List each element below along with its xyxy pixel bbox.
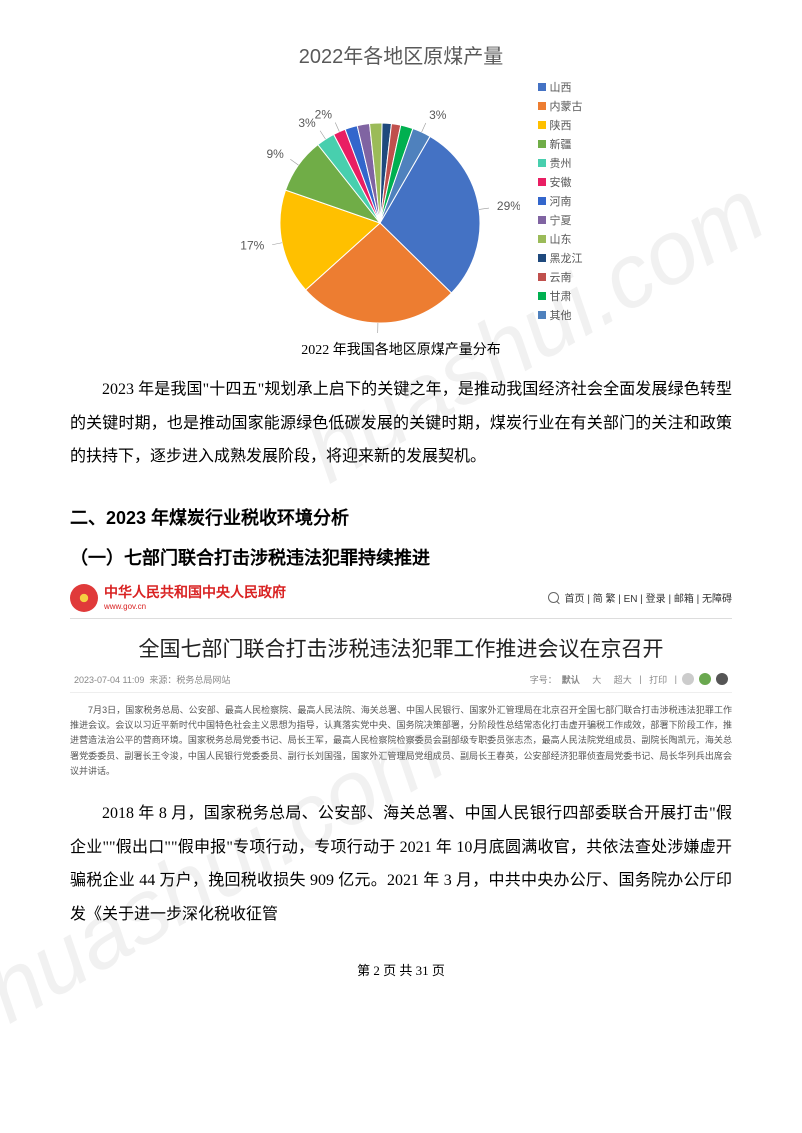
legend-swatch (538, 254, 546, 262)
chart-legend: 山西内蒙古陕西新疆贵州安徽河南宁夏山东黑龙江云南甘肃其他 (538, 73, 583, 323)
chart-title: 2022年各地区原煤产量 (161, 40, 641, 69)
legend-item: 黑龙江 (538, 250, 583, 266)
legend-swatch (538, 83, 546, 91)
page-footer: 第 2 页 共 31 页 (70, 960, 732, 979)
legend-swatch (538, 216, 546, 224)
gov-site-name: 中华人民共和国中央人民政府 (104, 584, 286, 600)
legend-swatch (538, 292, 546, 300)
legend-swatch (538, 121, 546, 129)
legend-item: 安徽 (538, 174, 583, 190)
legend-label: 宁夏 (550, 212, 572, 228)
gov-article-meta-right: 字号：默认 大 超大 | 打印 | (530, 673, 728, 686)
section-2-1-heading: （一）七部门联合打击涉税违法犯罪持续推进 (70, 544, 732, 570)
legend-swatch (538, 311, 546, 319)
gov-site-url: www.gov.cn (104, 602, 286, 611)
svg-text:3%: 3% (298, 116, 316, 130)
legend-label: 山东 (550, 231, 572, 247)
national-emblem-icon (70, 584, 98, 612)
legend-swatch (538, 102, 546, 110)
gov-article-meta-left: 2023-07-04 11:09 来源：税务总局网站 (74, 673, 230, 686)
legend-label: 山西 (550, 79, 572, 95)
legend-swatch (538, 197, 546, 205)
legend-swatch (538, 178, 546, 186)
legend-item: 其他 (538, 307, 583, 323)
legend-item: 贵州 (538, 155, 583, 171)
legend-item: 内蒙古 (538, 98, 583, 114)
paragraph-intro: 2023 年是我国"十四五"规划承上启下的关键之年，是推动我国经济社会全面发展绿… (70, 373, 732, 474)
gov-nav: 首页 | 简 繁 | EN | 登录 | 邮箱 | 无障碍 (548, 590, 732, 605)
legend-swatch (538, 235, 546, 243)
paragraph-2018: 2018 年 8 月，国家税务总局、公安部、海关总署、中国人民银行四部委联合开展… (70, 797, 732, 931)
legend-swatch (538, 159, 546, 167)
gov-article-body: 7月3日，国家税务总局、公安部、最高人民检察院、最高人民法院、海关总署、中国人民… (70, 703, 732, 779)
pie-chart: 29%26%17%9%3%2%3% (220, 73, 520, 333)
legend-label: 新疆 (550, 136, 572, 152)
svg-text:29%: 29% (496, 199, 519, 213)
gov-logo: 中华人民共和国中央人民政府 www.gov.cn (70, 584, 286, 612)
legend-label: 陕西 (550, 117, 572, 133)
legend-label: 黑龙江 (550, 250, 583, 266)
gov-article-title: 全国七部门联合打击涉税违法犯罪工作推进会议在京召开 (70, 633, 732, 663)
share-weibo-icon (682, 673, 694, 685)
svg-text:17%: 17% (240, 238, 264, 252)
legend-label: 安徽 (550, 174, 572, 190)
legend-item: 陕西 (538, 117, 583, 133)
pie-chart-container: 2022年各地区原煤产量 29%26%17%9%3%2%3% 山西内蒙古陕西新疆… (161, 40, 641, 333)
legend-item: 新疆 (538, 136, 583, 152)
svg-text:2%: 2% (314, 107, 332, 121)
legend-item: 云南 (538, 269, 583, 285)
legend-item: 宁夏 (538, 212, 583, 228)
legend-label: 云南 (550, 269, 572, 285)
gov-screenshot: 中华人民共和国中央人民政府 www.gov.cn 首页 | 简 繁 | EN |… (70, 580, 732, 787)
share-more-icon (716, 673, 728, 685)
legend-item: 甘肃 (538, 288, 583, 304)
legend-label: 内蒙古 (550, 98, 583, 114)
legend-label: 甘肃 (550, 288, 572, 304)
legend-item: 山东 (538, 231, 583, 247)
section-2-heading: 二、2023 年煤炭行业税收环境分析 (70, 504, 732, 530)
search-icon (548, 592, 559, 603)
chart-caption: 2022 年我国各地区原煤产量分布 (70, 339, 732, 359)
svg-text:9%: 9% (266, 147, 284, 161)
legend-item: 河南 (538, 193, 583, 209)
legend-item: 山西 (538, 79, 583, 95)
legend-label: 贵州 (550, 155, 572, 171)
legend-swatch (538, 273, 546, 281)
svg-text:3%: 3% (429, 108, 447, 122)
legend-swatch (538, 140, 546, 148)
share-wechat-icon (699, 673, 711, 685)
legend-label: 其他 (550, 307, 572, 323)
legend-label: 河南 (550, 193, 572, 209)
